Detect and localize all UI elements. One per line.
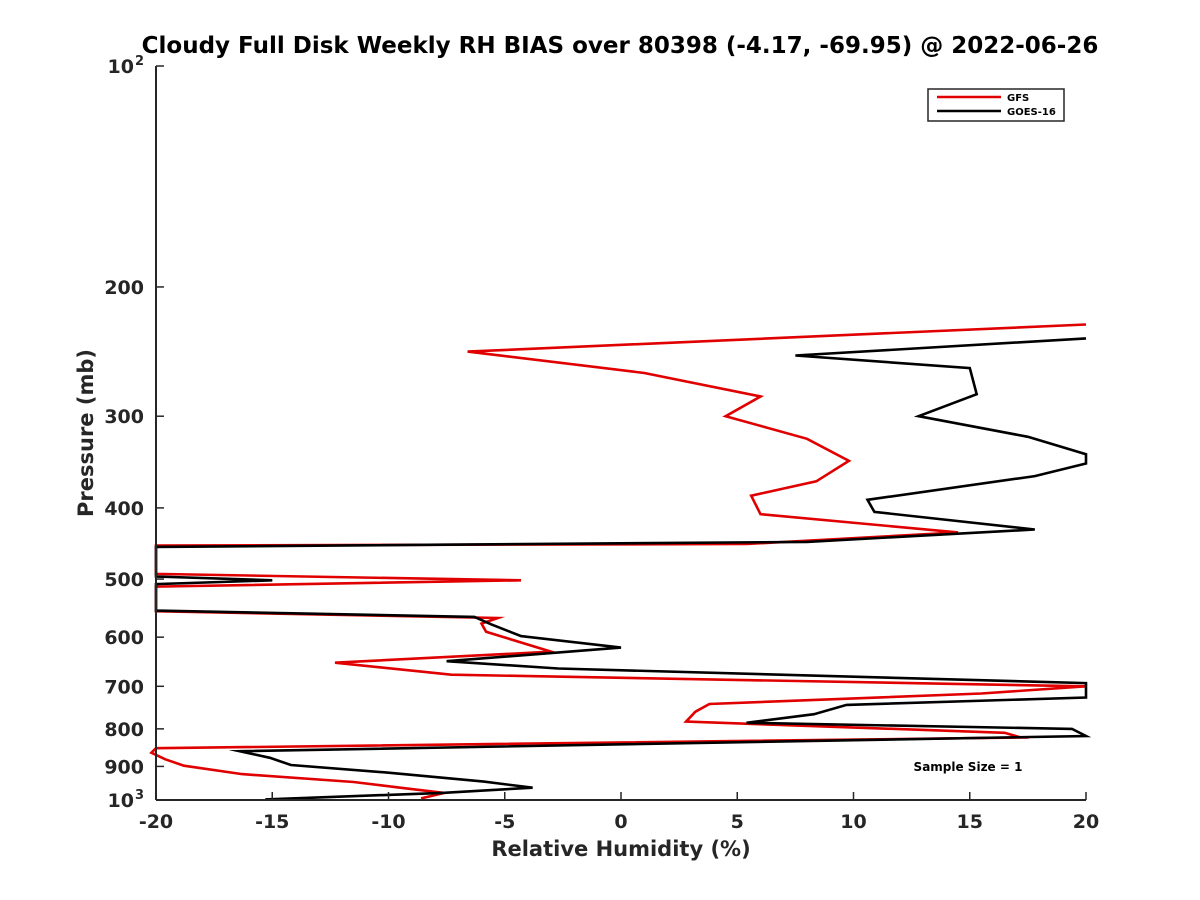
x-tick-label: -15 <box>255 811 289 833</box>
y-axis-label: Pressure (mb) <box>74 349 98 517</box>
series-line-gfs <box>149 323 1087 800</box>
y-tick-label: 10 <box>108 790 134 812</box>
y-tick-exponent: 3 <box>135 788 144 803</box>
plot-frame <box>156 66 1086 800</box>
x-tick-label: -10 <box>371 811 405 833</box>
chart-title: Cloudy Full Disk Weekly RH BIAS over 803… <box>142 33 1099 59</box>
y-tick-label: 800 <box>104 719 144 741</box>
x-axis-label: Relative Humidity (%) <box>491 837 750 861</box>
series-line-goes-16 <box>154 337 1092 801</box>
y-tick-label: 700 <box>104 676 144 698</box>
x-tick-label: -20 <box>139 811 173 833</box>
y-tick-label: 200 <box>104 277 144 299</box>
sample-size-note: Sample Size = 1 <box>914 760 1023 774</box>
x-axis-ticks: -20 -15 -10 -5 0 5 10 15 20 <box>139 792 1099 833</box>
legend-label-goes-16: GOES-16 <box>1007 107 1056 118</box>
x-tick-label: -5 <box>494 811 515 833</box>
y-tick-label: 500 <box>104 569 144 591</box>
series-layer <box>149 323 1092 801</box>
x-tick-label: 0 <box>614 811 627 833</box>
x-tick-label: 10 <box>840 811 866 833</box>
y-tick-exponent: 2 <box>135 54 144 69</box>
legend: GFS GOES-16 <box>927 88 1065 122</box>
y-tick-label: 400 <box>104 498 144 520</box>
y-tick-label: 900 <box>104 756 144 778</box>
x-tick-label: 5 <box>731 811 744 833</box>
legend-label-gfs: GFS <box>1007 93 1029 104</box>
y-tick-label: 600 <box>104 627 144 649</box>
y-tick-label: 300 <box>104 406 144 428</box>
legend-box <box>927 88 1065 122</box>
y-tick-label: 10 <box>108 56 134 78</box>
x-tick-label: 20 <box>1073 811 1099 833</box>
x-tick-label: 15 <box>957 811 983 833</box>
